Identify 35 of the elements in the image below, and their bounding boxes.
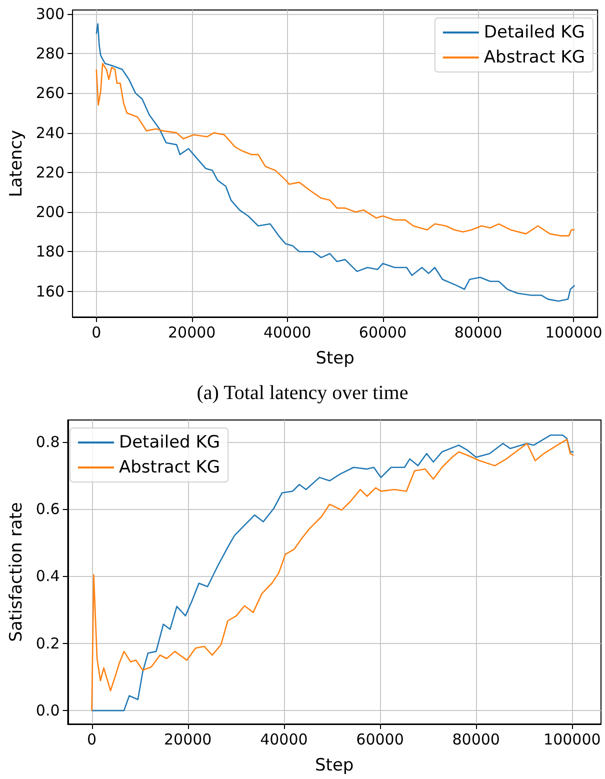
y-axis-title: Latency (6, 130, 26, 198)
legend-label: Detailed KG (119, 432, 220, 452)
y-tick-label: 300 (36, 4, 65, 23)
x-tick-label: 20000 (164, 730, 212, 748)
x-tick-label: 40000 (260, 730, 308, 748)
y-tick-label: 0.6 (36, 500, 60, 518)
x-tick-label: 20000 (168, 324, 216, 342)
x-tick-label: 40000 (263, 324, 312, 342)
y-tick-label: 160 (36, 282, 65, 300)
x-tick-label: 80000 (454, 324, 502, 342)
x-axis-title: Step (315, 756, 354, 776)
x-tick-label: 60000 (356, 730, 404, 748)
line-series (96, 62, 576, 236)
x-tick-label: 0 (92, 324, 102, 342)
x-tick-label: 60000 (358, 324, 407, 342)
y-tick-label: 200 (36, 203, 65, 222)
text: (a) Total latency over time (196, 382, 410, 405)
y-tick-label: 0.2 (36, 634, 60, 652)
x-tick-label: 80000 (452, 730, 500, 748)
y-tick-label: 240 (36, 124, 65, 142)
y-tick-label: 0.4 (36, 567, 60, 586)
y-tick-label: 180 (36, 242, 65, 261)
y-tick-label: 260 (36, 84, 65, 102)
legend-label: Abstract KG (484, 48, 586, 68)
y-tick-label: 220 (36, 163, 65, 182)
x-tick-label: 0 (87, 730, 97, 748)
x-axis-title: Step (316, 348, 354, 368)
x-tick-label: 100000 (545, 324, 602, 342)
y-tick-label: 0.0 (36, 702, 60, 720)
x-tick-label: 100000 (544, 730, 601, 748)
y-tick-label: 0.8 (36, 432, 60, 451)
legend-label: Abstract KG (119, 458, 220, 478)
y-tick-label: 280 (36, 44, 65, 63)
legend-label: Detailed KG (484, 22, 585, 42)
y-axis-title: Satisfaction rate (6, 502, 26, 642)
